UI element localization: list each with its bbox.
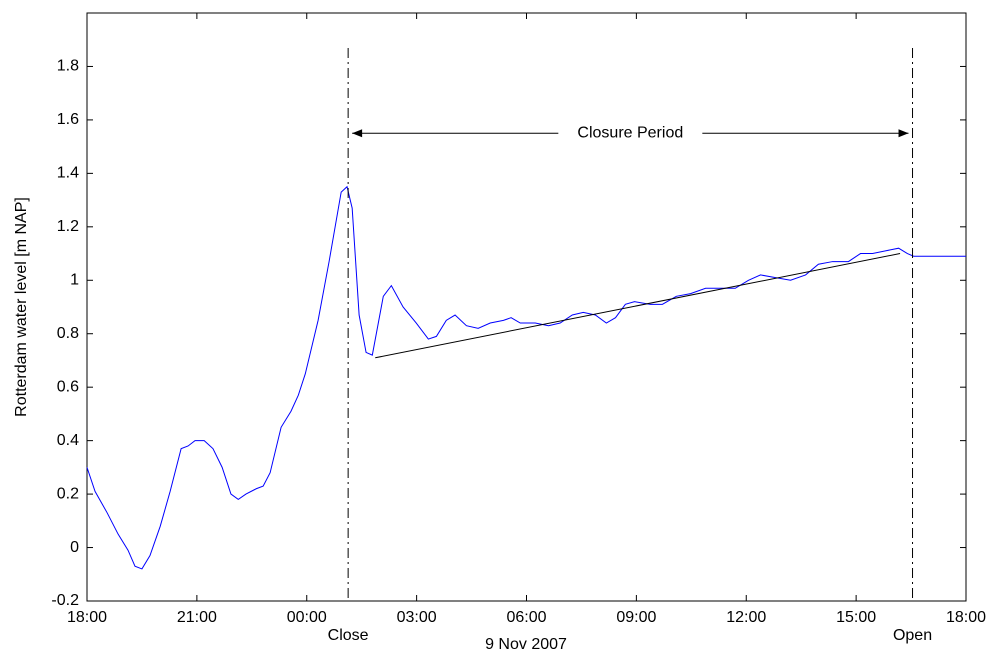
x-tick-label: 18:00 bbox=[67, 609, 107, 626]
x-tick-label: 12:00 bbox=[726, 609, 766, 626]
data-line bbox=[375, 253, 901, 359]
x-tick-label: 00:00 bbox=[287, 609, 327, 626]
x-tick-label: 06:00 bbox=[506, 609, 546, 626]
y-tick-label: 1.4 bbox=[57, 165, 79, 182]
x-tick-label: 18:00 bbox=[946, 609, 986, 626]
plot-frame bbox=[86, 12, 967, 602]
y-tick-label: 0.2 bbox=[57, 485, 79, 502]
x-tick-label: 03:00 bbox=[397, 609, 437, 626]
span-label-bg bbox=[558, 121, 703, 146]
x-tick-label: 21:00 bbox=[177, 609, 217, 626]
y-axis-label: Rotterdam water level [m NAP] bbox=[13, 197, 30, 417]
x-axis-label: 9 Nov 2007 bbox=[485, 636, 567, 653]
event-label: Close bbox=[328, 627, 369, 644]
data-line bbox=[86, 185, 966, 570]
y-tick-label: 1 bbox=[70, 271, 79, 288]
y-tick-label: 1.6 bbox=[57, 111, 79, 128]
span-label: Closure Period bbox=[577, 124, 683, 141]
x-tick-label: 09:00 bbox=[616, 609, 656, 626]
y-tick-label: -0.2 bbox=[51, 592, 79, 609]
y-tick-label: 0.4 bbox=[57, 432, 79, 449]
y-tick-label: 1.8 bbox=[57, 58, 79, 75]
y-tick-label: 0.6 bbox=[57, 378, 79, 395]
y-tick-label: 1.2 bbox=[57, 218, 79, 235]
y-tick-label: 0 bbox=[70, 539, 79, 556]
x-tick-label: 15:00 bbox=[836, 609, 876, 626]
event-label: Open bbox=[893, 627, 932, 644]
y-tick-label: 0.8 bbox=[57, 325, 79, 342]
